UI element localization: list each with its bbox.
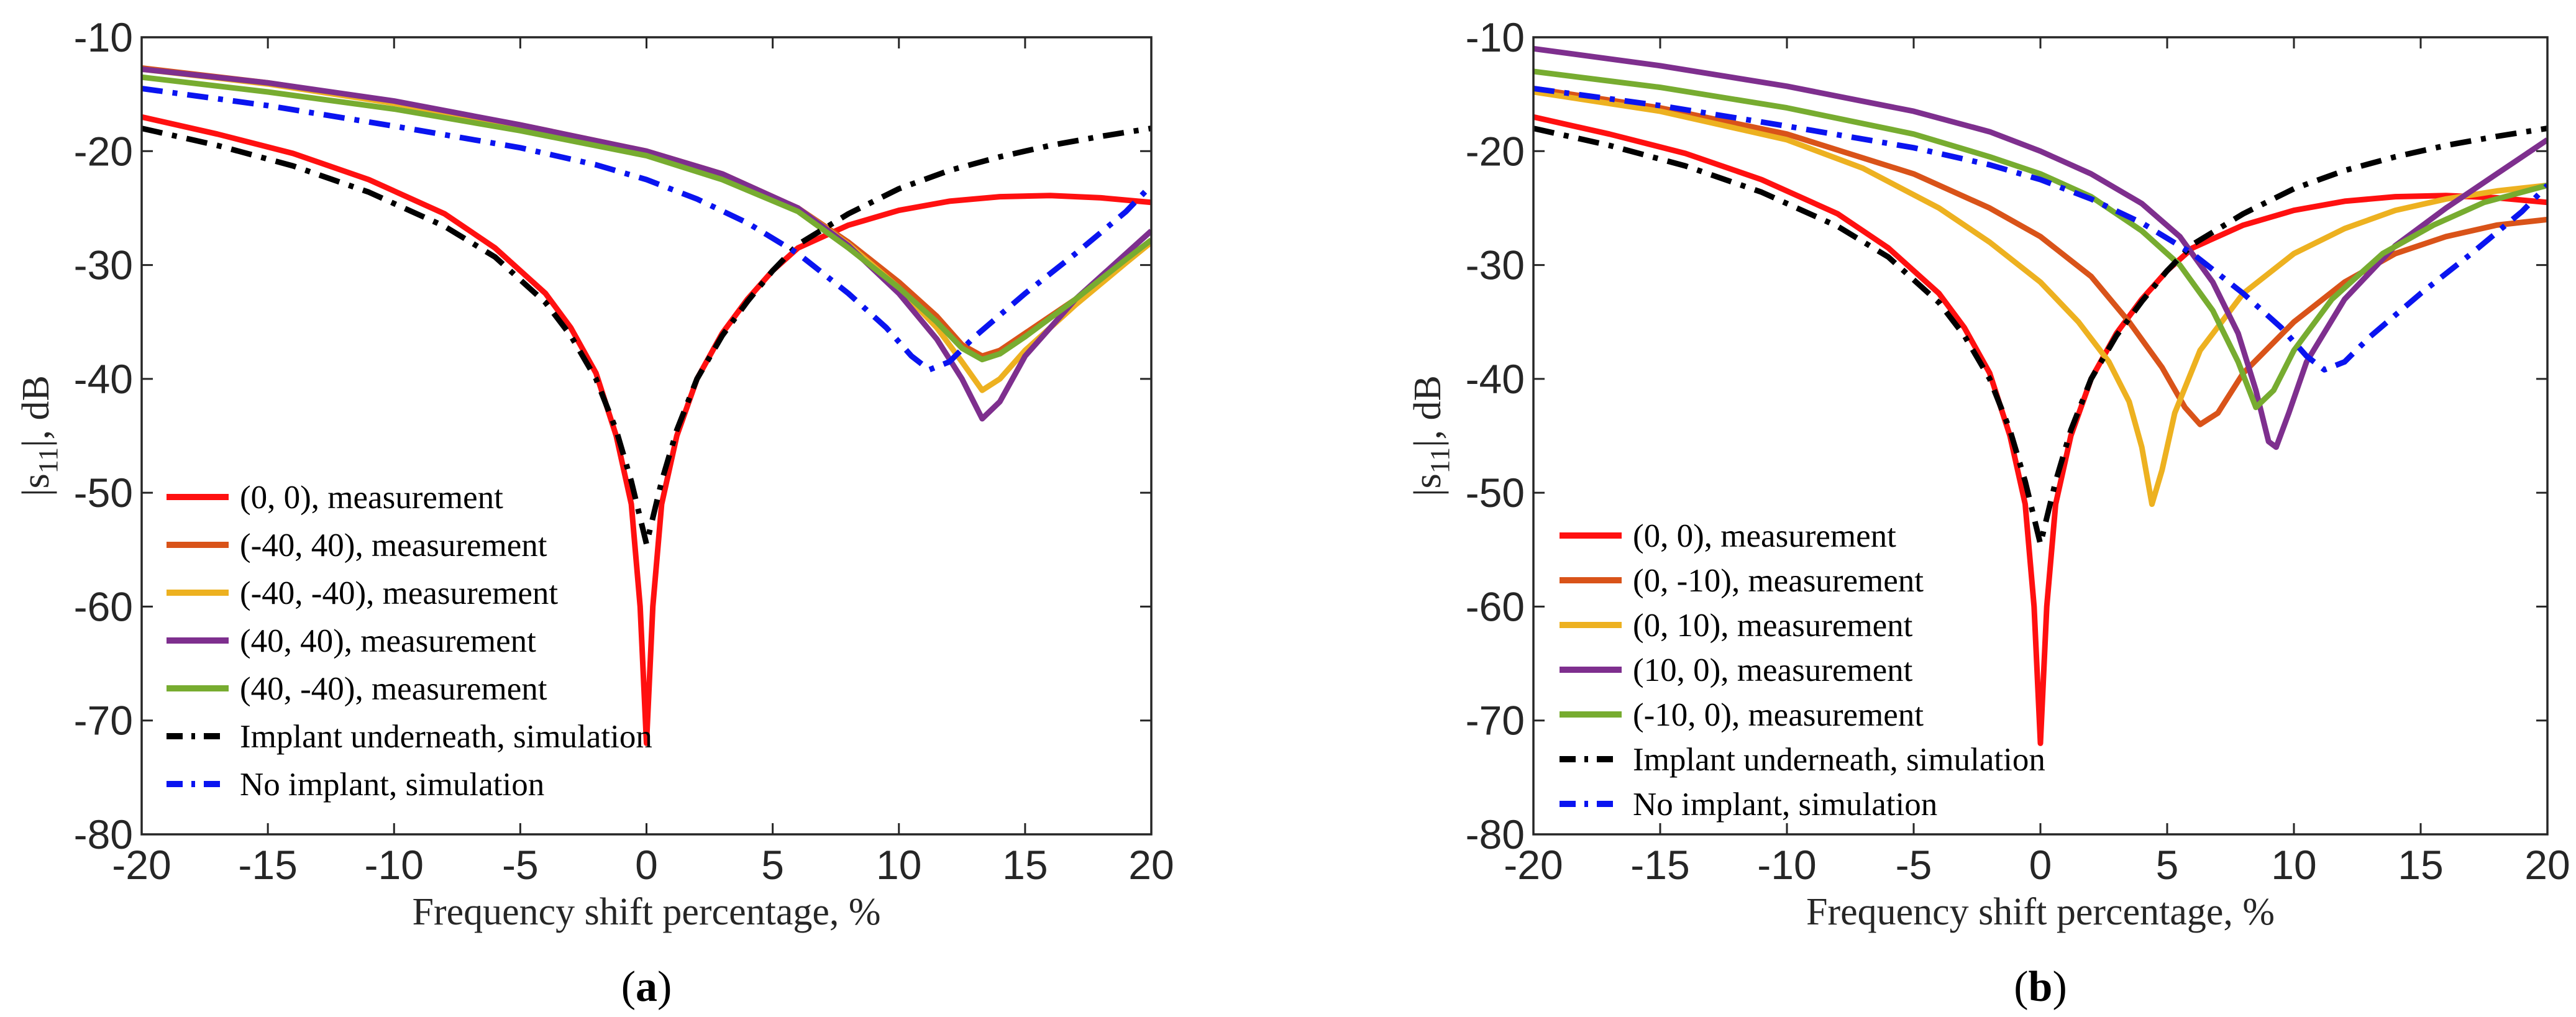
x-tick-label-b-3: -5 bbox=[1896, 842, 1932, 888]
x-tick-label-a-4: 0 bbox=[635, 842, 658, 888]
x-tick-label-a-2: -10 bbox=[365, 842, 424, 888]
series-line-b-6 bbox=[1533, 125, 2547, 547]
y-tick-label-b-2: -30 bbox=[1466, 242, 1525, 288]
y-axis-label-prefix-a: |s bbox=[15, 473, 57, 496]
y-axis-label-suffix-b: |, dB bbox=[1407, 375, 1449, 447]
y-tick-label-a-4: -50 bbox=[74, 470, 133, 516]
x-tick-label-b-6: 10 bbox=[2271, 842, 2316, 888]
x-tick-label-b-7: 15 bbox=[2398, 842, 2443, 888]
series-line-a-1 bbox=[142, 114, 1151, 746]
y-tick-label-a-6: -70 bbox=[74, 698, 133, 744]
y-tick-label-b-6: -70 bbox=[1466, 698, 1525, 744]
y-axis-label-subscript-a: 11 bbox=[33, 447, 63, 473]
legend-label-a-6: Implant underneath, simulation bbox=[240, 719, 652, 755]
y-tick-label-b-5: -60 bbox=[1466, 583, 1525, 629]
x-tick-label-b-2: -10 bbox=[1757, 842, 1816, 888]
y-axis-label-a: |s11|, dB bbox=[15, 375, 63, 496]
x-tick-label-a-5: 5 bbox=[761, 842, 784, 888]
legend-a: (0, 0), measurement (-40, 40), measuremen… bbox=[167, 480, 652, 803]
y-tick-label-a-5: -60 bbox=[74, 583, 133, 629]
legend-label-a-4: (40, 40), measurement bbox=[240, 623, 536, 659]
x-tick-label-b-8: 20 bbox=[2524, 842, 2570, 888]
legend-label-b-2: (0, -10), measurement bbox=[1633, 563, 1924, 599]
legend-b: (0, 0), measurement (0, -10), measurement… bbox=[1560, 518, 2045, 823]
y-tick-label-b-0: -10 bbox=[1466, 14, 1525, 60]
x-axis-label-b: Frequency shift percentage, % bbox=[1806, 891, 2275, 933]
series-line-b-3 bbox=[1533, 89, 2547, 507]
legend-label-b-5: (-10, 0), measurement bbox=[1633, 697, 1924, 733]
y-tick-label-b-7: -80 bbox=[1466, 811, 1525, 857]
series-line-a-4 bbox=[142, 66, 1151, 422]
x-tick-label-b-1: -15 bbox=[1630, 842, 1689, 888]
panel-caption-letter-a: a bbox=[636, 963, 657, 1011]
x-tick-label-a-6: 10 bbox=[876, 842, 921, 888]
legend-label-b-7: No implant, simulation bbox=[1633, 787, 1937, 823]
legend-label-a-1: (0, 0), measurement bbox=[240, 480, 503, 516]
y-tick-label-a-0: -10 bbox=[74, 14, 133, 60]
series-line-b-2 bbox=[1533, 86, 2547, 427]
legend-label-a-7: No implant, simulation bbox=[240, 767, 544, 803]
x-tick-label-b-4: 0 bbox=[2029, 842, 2052, 888]
series-layer-a bbox=[142, 65, 1151, 746]
panel-caption-a: (a) bbox=[621, 963, 672, 1011]
ticks-layer-b: -20 -15 -10 -5 0 5 10 15 20-10-20-30-40-50-60-70… bbox=[1466, 14, 2570, 888]
x-tick-label-a-7: 15 bbox=[1002, 842, 1048, 888]
legend-label-a-3: (-40, -40), measurement bbox=[240, 575, 558, 611]
legend-label-a-2: (-40, 40), measurement bbox=[240, 527, 547, 563]
series-line-b-4 bbox=[1533, 45, 2547, 450]
y-tick-label-b-4: -50 bbox=[1466, 470, 1525, 516]
x-tick-label-a-8: 20 bbox=[1128, 842, 1174, 888]
x-tick-label-a-0: -20 bbox=[112, 842, 171, 888]
y-axis-label-b: |s11|, dB bbox=[1407, 375, 1455, 496]
y-axis-label-prefix-b: |s bbox=[1407, 473, 1449, 496]
legend-label-b-4: (10, 0), measurement bbox=[1633, 652, 1913, 688]
series-line-b-1 bbox=[1533, 114, 2547, 746]
y-tick-label-a-1: -20 bbox=[74, 128, 133, 174]
series-line-a-5 bbox=[142, 74, 1151, 363]
series-line-b-7 bbox=[1533, 86, 2547, 373]
panel-caption-b: (b) bbox=[2014, 963, 2067, 1011]
x-tick-label-a-1: -15 bbox=[238, 842, 297, 888]
x-tick-label-a-3: -5 bbox=[502, 842, 539, 888]
legend-label-a-5: (40, -40), measurement bbox=[240, 671, 547, 707]
legend-label-b-6: Implant underneath, simulation bbox=[1633, 742, 2045, 778]
series-layer-b bbox=[1533, 45, 2547, 746]
chart-panel-b: -20 -15 -10 -5 0 5 10 15 20-10-20-30-40-50-60-70… bbox=[1407, 14, 2570, 1011]
y-tick-label-a-7: -80 bbox=[74, 811, 133, 857]
y-tick-label-b-1: -20 bbox=[1466, 128, 1525, 174]
panel-caption-letter-b: b bbox=[2029, 963, 2053, 1011]
y-tick-label-b-3: -40 bbox=[1466, 356, 1525, 402]
series-line-a-6 bbox=[142, 125, 1151, 547]
y-tick-label-a-2: -30 bbox=[74, 242, 133, 288]
ticks-layer-a: -20 -15 -10 -5 0 5 10 15 20-10-20-30-40-50-60-70… bbox=[74, 14, 1174, 888]
series-line-a-7 bbox=[142, 86, 1151, 373]
y-axis-label-suffix-a: |, dB bbox=[15, 375, 57, 447]
y-axis-label-subscript-b: 11 bbox=[1425, 447, 1455, 473]
x-axis-label-a: Frequency shift percentage, % bbox=[412, 891, 880, 933]
legend-label-b-3: (0, 10), measurement bbox=[1633, 608, 1913, 644]
legend-label-b-1: (0, 0), measurement bbox=[1633, 518, 1896, 554]
x-tick-label-b-5: 5 bbox=[2156, 842, 2179, 888]
chart-panel-a: -20 -15 -10 -5 0 5 10 15 20-10-20-30-40-50-60-70… bbox=[15, 14, 1174, 1011]
x-tick-label-b-0: -20 bbox=[1504, 842, 1563, 888]
y-tick-label-a-3: -40 bbox=[74, 356, 133, 402]
series-line-b-5 bbox=[1533, 68, 2547, 411]
